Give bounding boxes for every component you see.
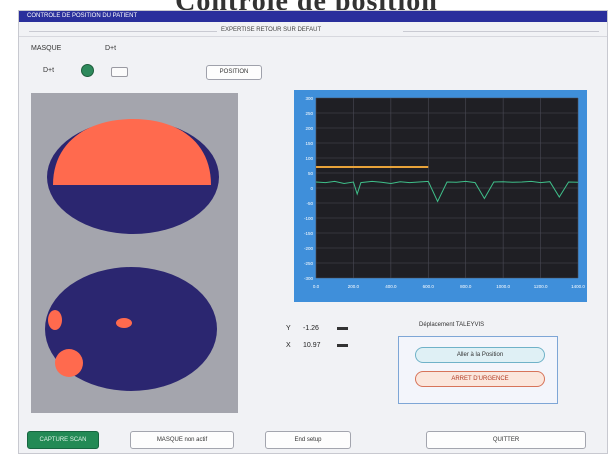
status-rule-left — [29, 31, 217, 32]
x-readout-value: 10.97 — [303, 342, 321, 349]
lower-target-spot — [48, 310, 62, 330]
status-text: EXPERTISE RETOUR SUR DEFAUT — [221, 27, 322, 33]
x-tick-label: 400.0 — [385, 284, 397, 289]
upper-target-area — [53, 119, 211, 185]
status-rule-right — [403, 31, 599, 32]
y-readout-value: -1.26 — [303, 325, 319, 332]
emergency-stop-button[interactable]: ARRET D'URGENCE — [415, 371, 545, 387]
status-led-icon — [81, 64, 94, 77]
lower-target-spot — [55, 349, 83, 377]
y-axis-label: Y — [286, 325, 291, 332]
y-tick-label: 250 — [305, 111, 313, 116]
x-tick-label: 1400.0 — [571, 284, 585, 289]
displacement-title: Déplacement TALEYVIS — [419, 322, 485, 328]
y-tick-label: 50 — [308, 171, 314, 176]
lower-target-spot — [116, 318, 132, 328]
x-tick-label: 600.0 — [423, 284, 435, 289]
y-tick-label: -250 — [304, 261, 314, 266]
displacement-panel: Aller à la Position ARRET D'URGENCE — [398, 336, 558, 404]
y-tick-label: 150 — [305, 141, 313, 146]
y-tick-label: 200 — [305, 126, 313, 131]
scan-image-panel — [31, 93, 238, 413]
y-tick-label: -100 — [304, 216, 314, 221]
y-tick-label: 0 — [310, 186, 313, 191]
x-tick-label: 0.0 — [313, 284, 320, 289]
window-title-bar: CONTROLE DE POSITION DU PATIENT — [19, 11, 607, 22]
end-setup-button[interactable]: End setup — [265, 431, 351, 449]
y-tick-label: -300 — [304, 276, 314, 281]
lower-scan-region — [45, 267, 217, 391]
x-tick-label: 800.0 — [460, 284, 472, 289]
y-unit-icon — [337, 327, 348, 330]
scan-image — [45, 119, 219, 391]
status-bar: EXPERTISE RETOUR SUR DEFAUT — [19, 25, 607, 37]
x-axis-label: X — [286, 342, 291, 349]
x-tick-label: 200.0 — [348, 284, 360, 289]
mask-inactive-button[interactable]: MASQUE non actif — [130, 431, 234, 449]
x-tick-label: 1200.0 — [534, 284, 548, 289]
quit-button[interactable]: QUITTER — [426, 431, 586, 449]
y-tick-label: 300 — [305, 96, 313, 101]
y-tick-label: -50 — [306, 201, 313, 206]
application-window: CONTROLE DE POSITION DU PATIENT EXPERTIS… — [18, 10, 608, 454]
displacement-chart: -300 -250 -200 -150 -100 -50 0 50 100 150 200 250 30… — [294, 90, 587, 302]
capture-scan-button[interactable]: CAPTURE SCAN — [27, 431, 99, 449]
x-tick-label: 1000.0 — [496, 284, 510, 289]
mask-indicator-label: D+t — [43, 67, 55, 74]
y-tick-label: -200 — [304, 246, 314, 251]
chart-canvas: -300 -250 -200 -150 -100 -50 0 50 100 150 200 250 30… — [304, 96, 585, 289]
go-to-position-button[interactable]: Aller à la Position — [415, 347, 545, 363]
y-tick-label: 100 — [305, 156, 313, 161]
mask-value: D+t — [105, 45, 117, 52]
x-unit-icon — [337, 344, 348, 347]
position-button[interactable]: POSITION — [206, 65, 262, 80]
page-heading: Contrôle de position — [0, 0, 613, 10]
mask-label: MASQUE — [31, 45, 62, 52]
mask-toggle-button[interactable] — [111, 67, 128, 77]
y-tick-label: -150 — [304, 231, 314, 236]
series-line — [315, 180, 579, 203]
